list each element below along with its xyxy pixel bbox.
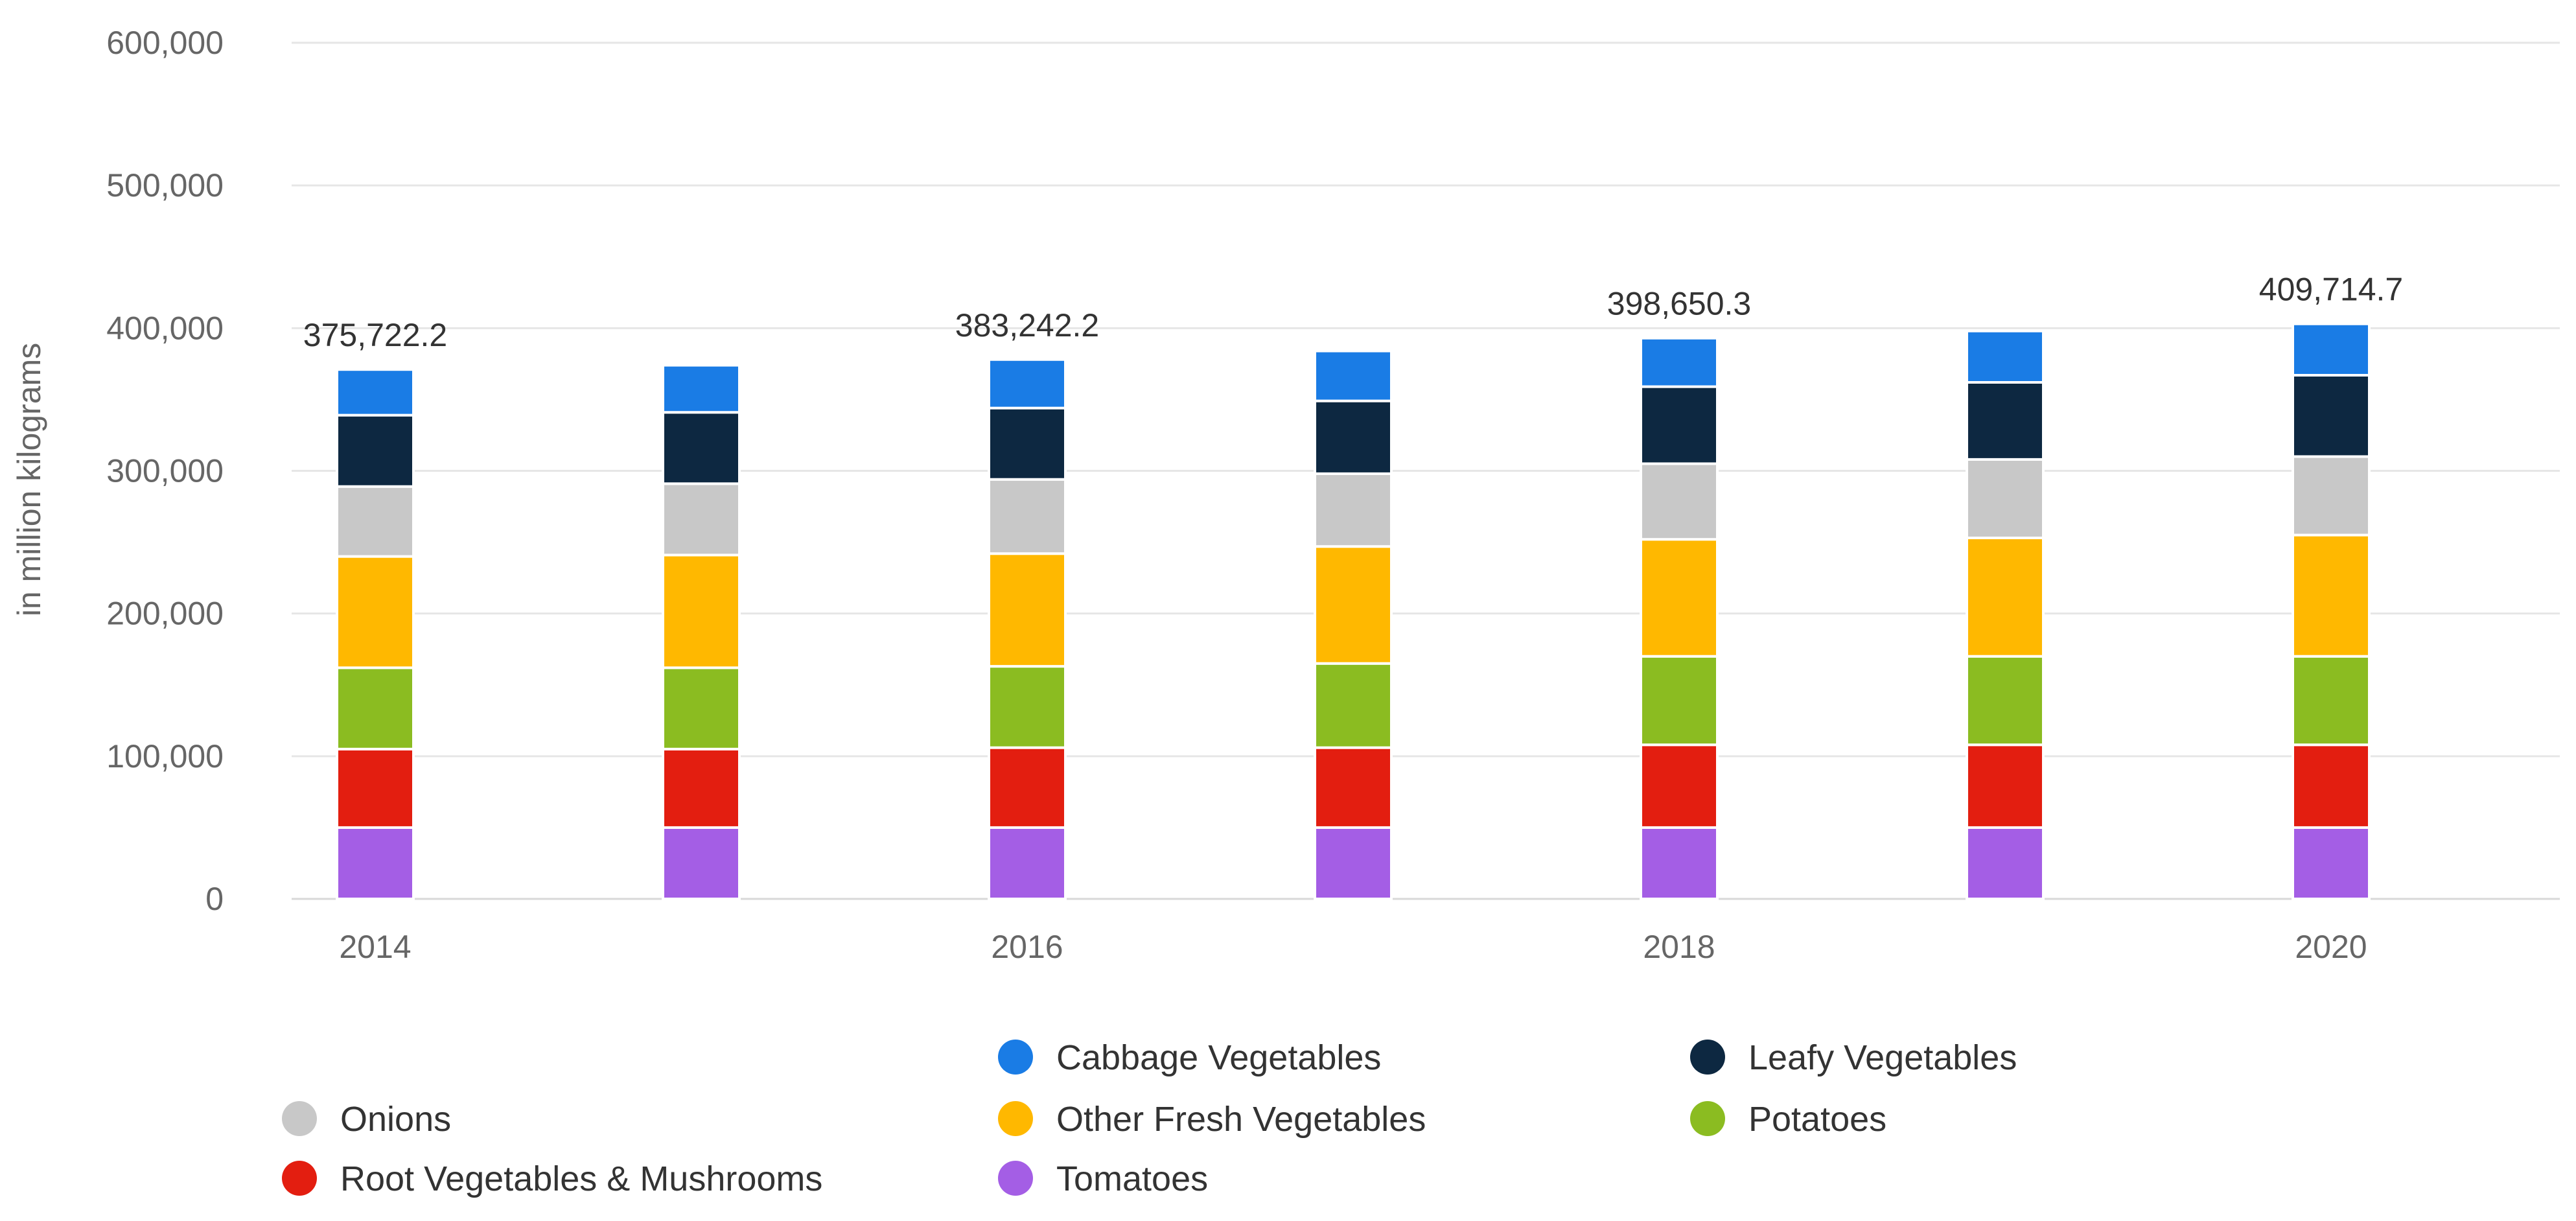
- bar-segment[interactable]: [662, 411, 741, 485]
- bar-segment[interactable]: [2292, 743, 2371, 829]
- bar-segment[interactable]: [1966, 655, 2045, 747]
- bar-segment[interactable]: [1966, 458, 2045, 539]
- bar-segment[interactable]: [336, 368, 415, 417]
- bar-segment[interactable]: [988, 478, 1067, 555]
- legend-label: Tomatoes: [1056, 1159, 1208, 1198]
- bar-segment[interactable]: [662, 553, 741, 669]
- legend-item[interactable]: Root Vegetables & Mushrooms: [282, 1159, 822, 1198]
- bar-segment[interactable]: [662, 364, 741, 414]
- total-labels: 375,722.2383,242.2398,650.3409,714.7420,…: [303, 272, 2403, 353]
- y-tick-label: 200,000: [106, 596, 224, 632]
- legend-label: Root Vegetables & Mushrooms: [340, 1159, 822, 1198]
- y-tick-label: 500,000: [106, 167, 224, 204]
- bar-segment[interactable]: [662, 747, 741, 829]
- bar-segment[interactable]: [336, 666, 415, 750]
- bar-segment[interactable]: [1640, 336, 1719, 388]
- bar-segment[interactable]: [662, 666, 741, 750]
- bar-segment[interactable]: [988, 746, 1067, 829]
- bar-segment[interactable]: [336, 413, 415, 488]
- legend-marker: [998, 1040, 1033, 1075]
- legend-label: Other Fresh Vegetables: [1056, 1100, 1426, 1139]
- y-tick-label: 400,000: [106, 310, 224, 346]
- bar-segment[interactable]: [1314, 349, 1393, 402]
- bar-segment[interactable]: [662, 482, 741, 557]
- legend-label: Leafy Vegetables: [1748, 1038, 2017, 1077]
- bar-segment[interactable]: [1640, 826, 1719, 900]
- bar-segment[interactable]: [988, 552, 1067, 668]
- x-axis-ticks: 2014201620182020202220242026: [339, 929, 2367, 965]
- y-tick-label: 600,000: [106, 25, 224, 61]
- bar-segment[interactable]: [1966, 826, 2045, 900]
- bar-segment[interactable]: [1966, 743, 2045, 829]
- x-tick-label: 2020: [2295, 929, 2367, 965]
- bar-segment[interactable]: [988, 406, 1067, 481]
- bar-segment[interactable]: [336, 555, 415, 669]
- legend-marker: [1690, 1101, 1725, 1136]
- bar-segment[interactable]: [1314, 662, 1393, 749]
- bar-segment[interactable]: [1640, 743, 1719, 829]
- bar-segment[interactable]: [988, 826, 1067, 900]
- legend-marker: [282, 1161, 317, 1196]
- legend-label: Potatoes: [1748, 1100, 1886, 1139]
- bar-segment[interactable]: [1314, 826, 1393, 900]
- bar-segment[interactable]: [2292, 373, 2371, 458]
- bar-segment[interactable]: [1966, 329, 2045, 384]
- bar-segment[interactable]: [1966, 536, 2045, 658]
- total-label: 409,714.7: [2259, 272, 2403, 308]
- bar-segment[interactable]: [662, 826, 741, 900]
- x-tick-label: 2016: [991, 929, 1063, 965]
- legend-item[interactable]: Cabbage Vegetables: [998, 1038, 1381, 1077]
- legend-item[interactable]: Other Fresh Vegetables: [998, 1100, 1426, 1139]
- legend-item[interactable]: Onions: [282, 1100, 451, 1139]
- bars: [336, 322, 2371, 900]
- legend-marker: [282, 1101, 317, 1136]
- bar-segment[interactable]: [1640, 385, 1719, 465]
- y-tick-label: 300,000: [106, 453, 224, 489]
- legend-item[interactable]: Tomatoes: [998, 1159, 1208, 1198]
- bar-segment[interactable]: [1640, 655, 1719, 747]
- bar-segment[interactable]: [1314, 545, 1393, 665]
- bar-segment[interactable]: [336, 747, 415, 829]
- bar-segment[interactable]: [1966, 380, 2045, 461]
- legend-marker: [1690, 1040, 1725, 1075]
- bar-segment[interactable]: [2292, 455, 2371, 537]
- bar-segment[interactable]: [1314, 472, 1393, 548]
- bar-segment[interactable]: [2292, 322, 2371, 377]
- total-label: 398,650.3: [1607, 286, 1751, 322]
- bar-segment[interactable]: [336, 826, 415, 900]
- bar-segment[interactable]: [2292, 655, 2371, 747]
- y-tick-label: 100,000: [106, 738, 224, 774]
- gridlines: [292, 41, 2560, 900]
- bar-segment[interactable]: [336, 485, 415, 558]
- bar-segment[interactable]: [2292, 533, 2371, 658]
- legend-marker: [998, 1101, 1033, 1136]
- bar-segment[interactable]: [988, 358, 1067, 410]
- legend-label: Onions: [340, 1100, 451, 1139]
- legend-item[interactable]: Leafy Vegetables: [1690, 1038, 2017, 1077]
- bar-segment[interactable]: [1314, 399, 1393, 475]
- legend-marker: [998, 1161, 1033, 1196]
- bar-segment[interactable]: [2292, 826, 2371, 900]
- y-tick-label: 0: [205, 881, 224, 917]
- x-tick-label: 2014: [339, 929, 411, 965]
- bar-segment[interactable]: [988, 665, 1067, 749]
- x-tick-label: 2018: [1643, 929, 1715, 965]
- total-label: 375,722.2: [303, 317, 447, 353]
- bar-segment[interactable]: [1640, 538, 1719, 658]
- legend-label: Cabbage Vegetables: [1056, 1038, 1381, 1077]
- y-axis-title: in million kilograms: [11, 343, 47, 616]
- legend: Cabbage Vegetables Leafy Vegetables Onions…: [282, 1038, 2017, 1198]
- bar-segment[interactable]: [1314, 746, 1393, 829]
- y-axis-ticks: 0 100,000 200,000 300,000 400,000 500,000 600,…: [106, 25, 224, 917]
- total-label: 383,242.2: [955, 307, 1099, 343]
- bar-segment[interactable]: [1640, 462, 1719, 541]
- legend-item[interactable]: Potatoes: [1690, 1100, 1886, 1139]
